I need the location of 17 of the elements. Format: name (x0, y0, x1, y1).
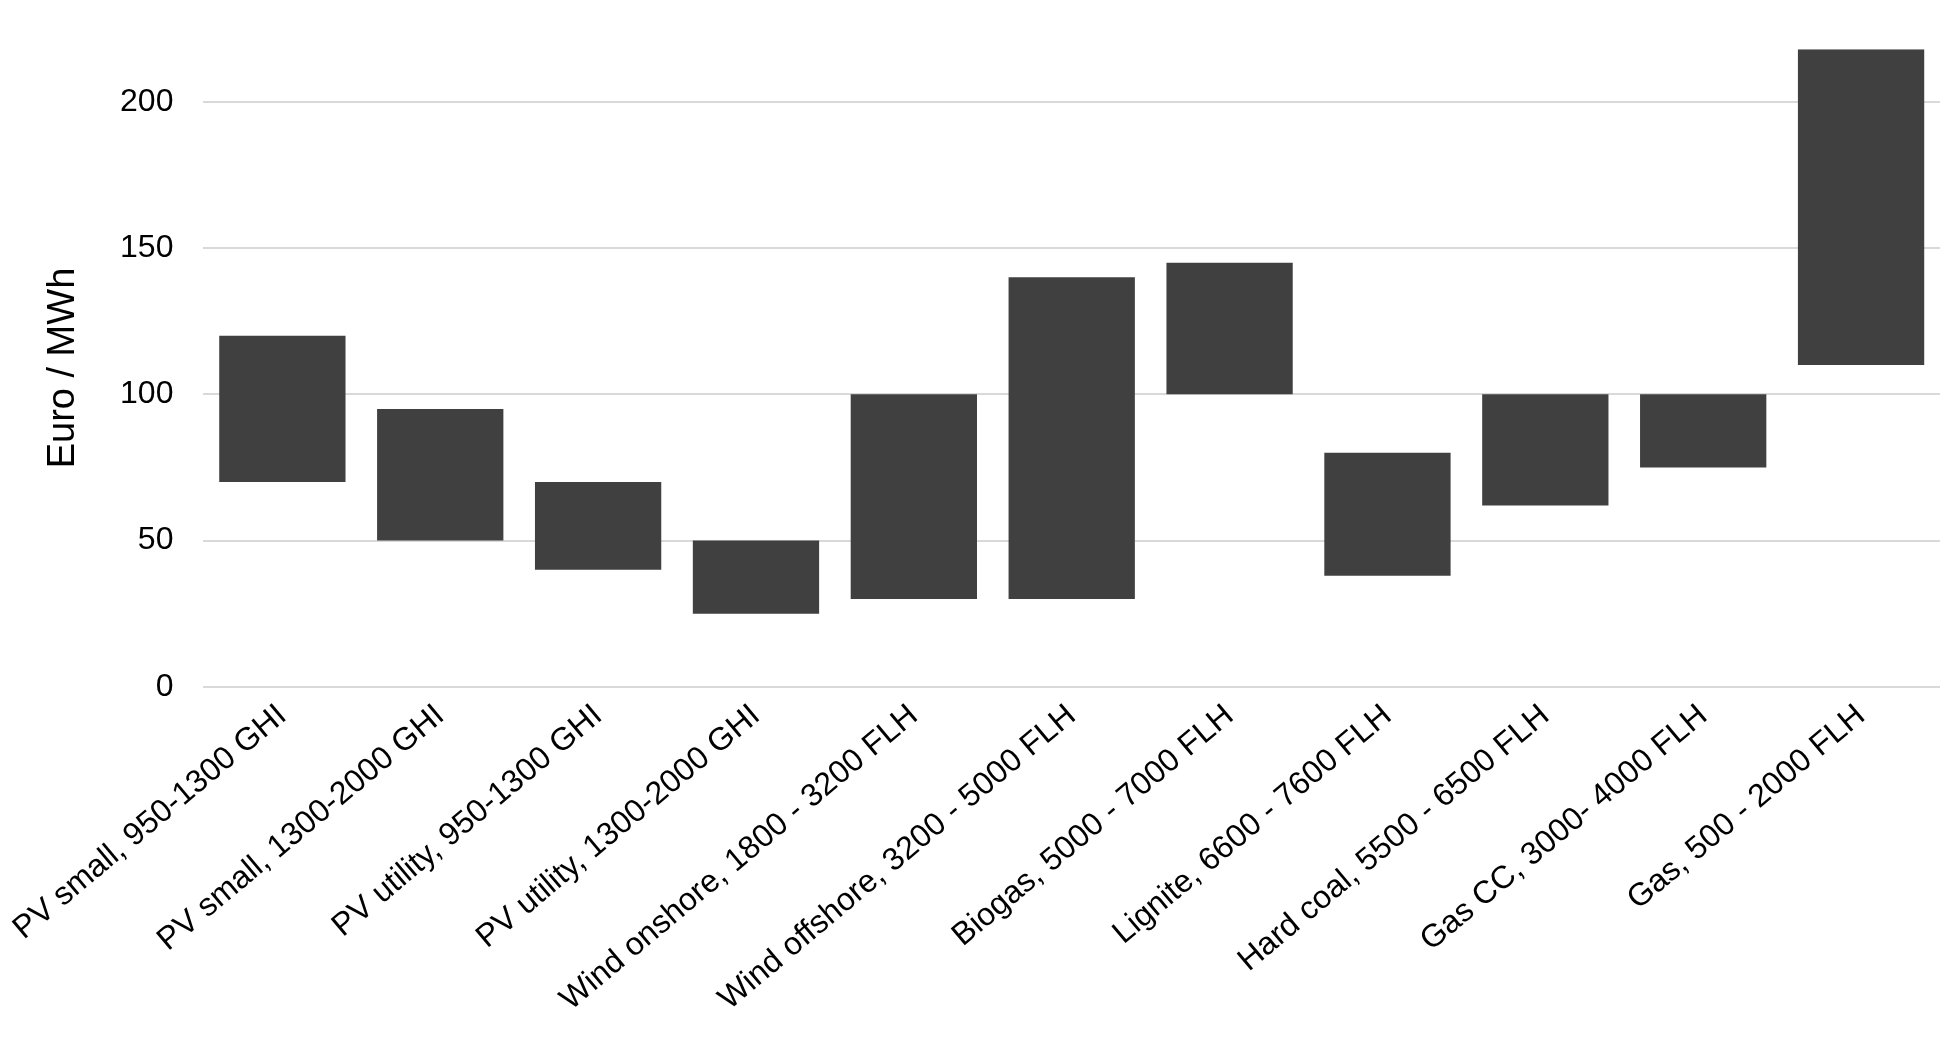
bar (1324, 452, 1451, 576)
y-tick-label: 0 (155, 666, 174, 703)
bar (1640, 394, 1767, 468)
bar (1166, 262, 1293, 395)
y-tick-label: 100 (120, 374, 174, 411)
bar (850, 394, 977, 600)
y-axis-title: Euro / MWh (39, 267, 82, 469)
bar (534, 482, 662, 570)
bar (1797, 49, 1925, 366)
bar (1008, 277, 1135, 600)
y-tick-label: 50 (137, 520, 174, 557)
bar (377, 408, 504, 541)
bar (1482, 394, 1609, 506)
bar (219, 335, 346, 483)
y-tick-label: 150 (120, 227, 174, 264)
bar (692, 540, 820, 614)
y-tick-label: 200 (120, 81, 174, 118)
